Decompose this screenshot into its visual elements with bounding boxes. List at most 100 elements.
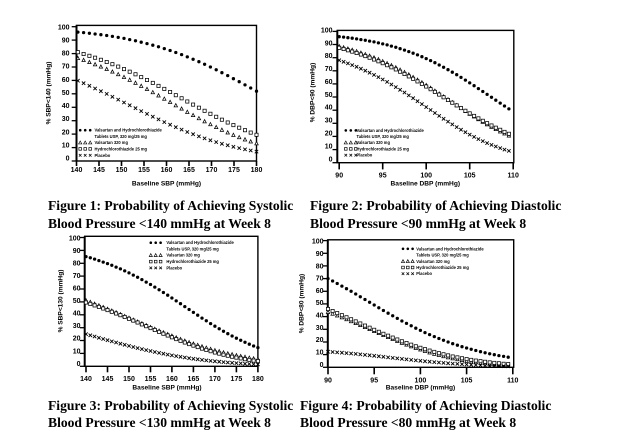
svg-text:145: 145 [93, 167, 105, 174]
svg-text:100: 100 [58, 24, 70, 31]
svg-text:160: 160 [166, 376, 178, 383]
svg-text:50: 50 [62, 90, 70, 97]
svg-text:90: 90 [316, 251, 324, 258]
svg-text:50: 50 [316, 300, 324, 307]
svg-text:155: 155 [138, 167, 150, 174]
svg-text:% SBP<140 (mmHg): % SBP<140 (mmHg) [46, 62, 53, 125]
svg-text:10: 10 [62, 142, 70, 149]
svg-text:40: 40 [325, 105, 333, 112]
svg-text:Hydrochlorothiazide 25 mg: Hydrochlorothiazide 25 mg [95, 146, 148, 151]
svg-text:90: 90 [324, 377, 332, 384]
svg-text:Placebo: Placebo [416, 271, 432, 276]
svg-text:Hydrochlorothiazide 25 mg: Hydrochlorothiazide 25 mg [416, 265, 469, 270]
svg-text:20: 20 [325, 131, 333, 138]
svg-text:Tablets USP, 320 mg/25 mg: Tablets USP, 320 mg/25 mg [166, 247, 219, 252]
svg-text:30: 30 [325, 118, 333, 125]
svg-text:100: 100 [321, 27, 333, 34]
svg-text:% DBP<90 (mmHg): % DBP<90 (mmHg) [310, 63, 317, 123]
svg-text:180: 180 [252, 376, 264, 383]
svg-text:90: 90 [73, 248, 81, 255]
svg-text:110: 110 [508, 172, 519, 179]
svg-text:% SBP<130 (mmHg): % SBP<130 (mmHg) [57, 270, 64, 333]
svg-text:Tablets USP, 320 mg/25 mg: Tablets USP, 320 mg/25 mg [416, 253, 469, 258]
svg-text:60: 60 [325, 79, 333, 86]
svg-text:40: 40 [316, 313, 324, 320]
svg-text:165: 165 [183, 167, 195, 174]
svg-text:Valsartan 320 mg: Valsartan 320 mg [416, 259, 450, 264]
svg-text:Valsartan 320 mg: Valsartan 320 mg [95, 140, 129, 145]
svg-text:Valsartan 320 mg: Valsartan 320 mg [357, 140, 391, 145]
svg-text:40: 40 [73, 311, 81, 318]
svg-text:20: 20 [73, 336, 81, 343]
svg-text:10: 10 [316, 350, 324, 357]
svg-text:Placebo: Placebo [95, 153, 111, 158]
svg-text:Baseline SBP (mmHg): Baseline SBP (mmHg) [132, 385, 201, 392]
svg-text:Baseline DBP (mmHg): Baseline DBP (mmHg) [386, 385, 456, 392]
svg-text:Valsartan and Hydrochlorothiaz: Valsartan and Hydrochlorothiazide [166, 240, 234, 245]
svg-text:Placebo: Placebo [166, 265, 182, 270]
svg-text:105: 105 [461, 377, 473, 384]
svg-text:20: 20 [62, 129, 70, 136]
svg-text:Baseline DBP (mmHg): Baseline DBP (mmHg) [391, 180, 461, 187]
svg-text:80: 80 [325, 53, 333, 60]
svg-text:% DBP<80 (mmHg): % DBP<80 (mmHg) [298, 274, 305, 334]
svg-text:60: 60 [62, 77, 70, 84]
svg-text:30: 30 [316, 325, 324, 332]
svg-text:140: 140 [71, 167, 83, 174]
svg-text:95: 95 [379, 172, 387, 179]
svg-text:170: 170 [209, 376, 221, 383]
svg-text:20: 20 [316, 337, 324, 344]
svg-text:110: 110 [507, 377, 518, 384]
svg-text:80: 80 [316, 263, 324, 270]
svg-text:170: 170 [206, 167, 218, 174]
svg-text:Baseline SBP (mmHg): Baseline SBP (mmHg) [132, 180, 201, 187]
svg-text:0: 0 [66, 156, 70, 163]
svg-text:165: 165 [188, 376, 200, 383]
svg-text:160: 160 [161, 167, 173, 174]
svg-text:Hydrochlorothiazide 25 mg: Hydrochlorothiazide 25 mg [166, 259, 219, 264]
svg-text:60: 60 [73, 286, 81, 293]
svg-text:100: 100 [312, 239, 324, 246]
svg-text:Valsartan and Hydrochlorothiaz: Valsartan and Hydrochlorothiazide [95, 128, 163, 133]
svg-text:175: 175 [228, 167, 240, 174]
svg-text:Tablets USP, 320 mg/25 mg: Tablets USP, 320 mg/25 mg [357, 134, 410, 139]
svg-text:100: 100 [415, 377, 427, 384]
svg-text:Valsartan 320 mg: Valsartan 320 mg [166, 253, 200, 258]
svg-text:95: 95 [370, 377, 378, 384]
svg-text:80: 80 [73, 261, 81, 268]
svg-text:50: 50 [325, 92, 333, 99]
svg-text:155: 155 [145, 376, 157, 383]
svg-text:150: 150 [123, 376, 135, 383]
svg-text:70: 70 [316, 276, 324, 283]
svg-text:Valsartan and Hydrochlorothiaz: Valsartan and Hydrochlorothiazide [416, 246, 484, 251]
svg-text:70: 70 [62, 64, 70, 71]
svg-text:0: 0 [329, 156, 333, 163]
svg-text:90: 90 [335, 172, 343, 179]
svg-text:Tablets USP, 320 mg/25 mg: Tablets USP, 320 mg/25 mg [95, 134, 148, 139]
svg-text:Placebo: Placebo [357, 153, 373, 158]
svg-text:70: 70 [73, 273, 81, 280]
svg-text:100: 100 [69, 236, 81, 243]
svg-text:0: 0 [320, 362, 324, 369]
svg-text:145: 145 [102, 376, 114, 383]
svg-text:30: 30 [73, 323, 81, 330]
svg-text:50: 50 [73, 298, 81, 305]
svg-text:140: 140 [80, 376, 92, 383]
svg-text:180: 180 [251, 167, 263, 174]
svg-text:150: 150 [116, 167, 128, 174]
svg-text:30: 30 [62, 116, 70, 123]
svg-text:10: 10 [73, 348, 81, 355]
svg-text:40: 40 [62, 103, 70, 110]
svg-text:105: 105 [464, 172, 476, 179]
svg-text:80: 80 [62, 51, 70, 58]
svg-text:60: 60 [316, 288, 324, 295]
svg-text:Hydrochlorothiazide 25 mg: Hydrochlorothiazide 25 mg [357, 146, 410, 151]
svg-text:Valsartan and Hydrochlorothiaz: Valsartan and Hydrochlorothiazide [357, 128, 425, 133]
svg-text:90: 90 [325, 40, 333, 47]
svg-text:0: 0 [77, 361, 81, 368]
svg-text:90: 90 [62, 37, 70, 44]
svg-text:70: 70 [325, 66, 333, 73]
svg-text:100: 100 [420, 172, 432, 179]
svg-text:175: 175 [231, 376, 243, 383]
svg-text:10: 10 [325, 143, 333, 150]
